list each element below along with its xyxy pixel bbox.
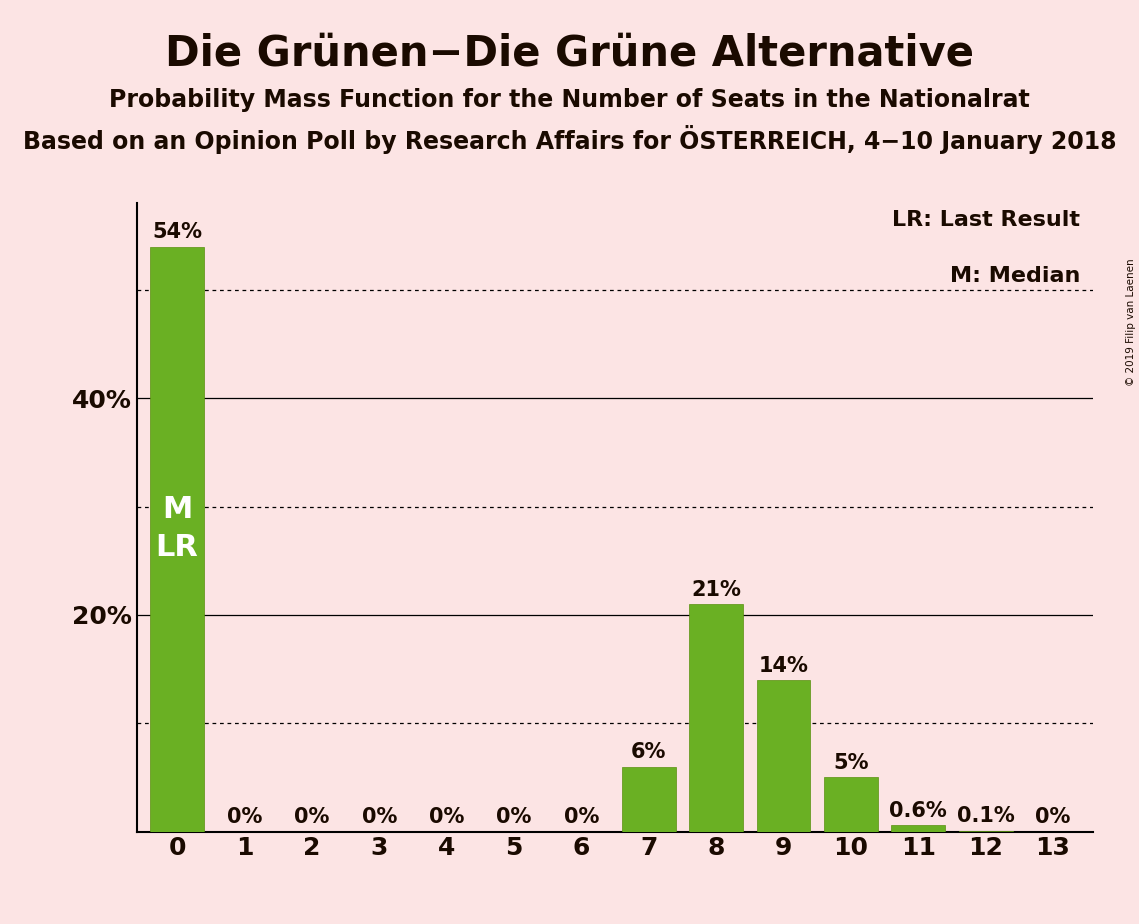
Bar [892, 825, 945, 832]
Text: 0%: 0% [564, 808, 599, 827]
Bar [756, 680, 811, 832]
Text: 5%: 5% [833, 753, 869, 773]
Text: 0%: 0% [1035, 808, 1071, 827]
Text: LR: Last Result: LR: Last Result [892, 210, 1080, 229]
Text: M
LR: M LR [156, 494, 198, 562]
Text: 0%: 0% [429, 808, 465, 827]
Text: 21%: 21% [691, 579, 741, 600]
Bar [959, 831, 1013, 832]
Bar [622, 767, 675, 832]
Text: 6%: 6% [631, 742, 666, 762]
Bar [823, 777, 878, 832]
Bar [150, 247, 204, 832]
Text: M: Median: M: Median [950, 266, 1080, 286]
Text: 0.1%: 0.1% [957, 806, 1015, 826]
Text: 0%: 0% [227, 808, 262, 827]
Text: 54%: 54% [153, 223, 202, 242]
Text: 14%: 14% [759, 656, 809, 675]
Text: 0%: 0% [294, 808, 329, 827]
Text: 0%: 0% [497, 808, 532, 827]
Text: © 2019 Filip van Laenen: © 2019 Filip van Laenen [1126, 259, 1136, 386]
Text: Die Grünen−Die Grüne Alternative: Die Grünen−Die Grüne Alternative [165, 32, 974, 74]
Text: 0.6%: 0.6% [890, 801, 948, 821]
Bar [689, 604, 743, 832]
Text: Based on an Opinion Poll by Research Affairs for ÖSTERREICH, 4−10 January 2018: Based on an Opinion Poll by Research Aff… [23, 125, 1116, 153]
Text: 0%: 0% [361, 808, 396, 827]
Text: Probability Mass Function for the Number of Seats in the Nationalrat: Probability Mass Function for the Number… [109, 88, 1030, 112]
